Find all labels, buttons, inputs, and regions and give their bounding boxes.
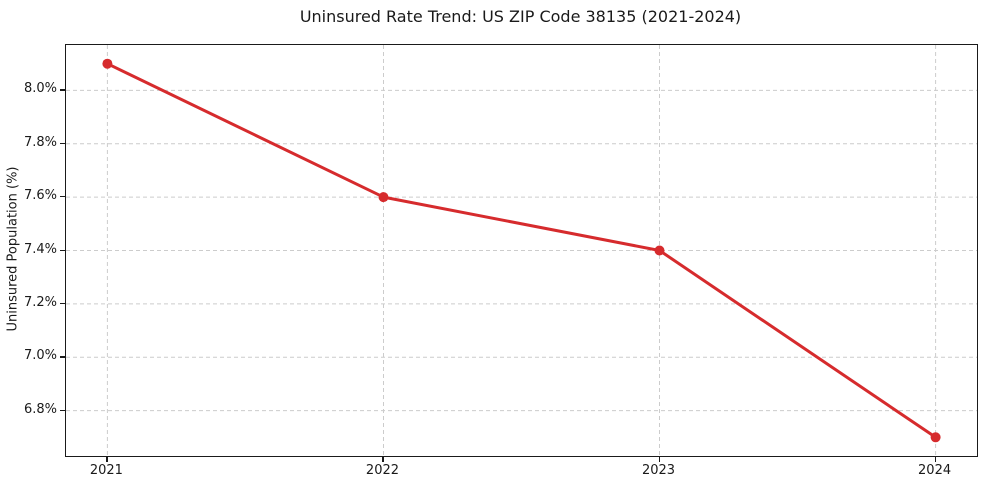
data-point-marker <box>378 192 389 203</box>
y-tick-mark <box>60 89 65 91</box>
x-tick-label: 2024 <box>918 463 952 478</box>
y-tick-mark <box>60 409 65 411</box>
x-tick-label: 2022 <box>365 463 400 478</box>
trend-line <box>106 62 937 439</box>
data-point-marker <box>102 58 113 69</box>
y-tick-mark <box>60 249 65 251</box>
x-tick-label: 2021 <box>89 463 123 478</box>
y-tick-mark <box>60 356 65 358</box>
y-tick-mark <box>60 302 65 305</box>
x-tick-mark <box>382 456 384 462</box>
y-tick-mark <box>60 196 65 198</box>
y-tick-label: 7.2% <box>23 294 57 310</box>
y-tick-label: 6.8% <box>23 401 57 417</box>
y-tick-mark <box>60 142 65 145</box>
x-tick-mark <box>934 456 936 462</box>
x-tick-label: 2023 <box>641 463 676 478</box>
data-point-marker <box>930 432 941 443</box>
y-tick-label: 7.4% <box>23 241 57 257</box>
x-tick-mark <box>106 456 108 462</box>
y-tick-label: 7.6% <box>23 188 57 204</box>
y-tick-label: 7.0% <box>23 348 57 364</box>
line-chart-canvas <box>66 45 977 456</box>
data-point-marker <box>654 245 665 256</box>
chart-title: Uninsured Rate Trend: US ZIP Code 38135 … <box>299 7 742 26</box>
y-tick-label: 8.0% <box>23 81 57 97</box>
plot-area <box>65 44 978 457</box>
y-tick-label: 7.8% <box>23 134 57 150</box>
x-tick-mark <box>658 456 660 462</box>
